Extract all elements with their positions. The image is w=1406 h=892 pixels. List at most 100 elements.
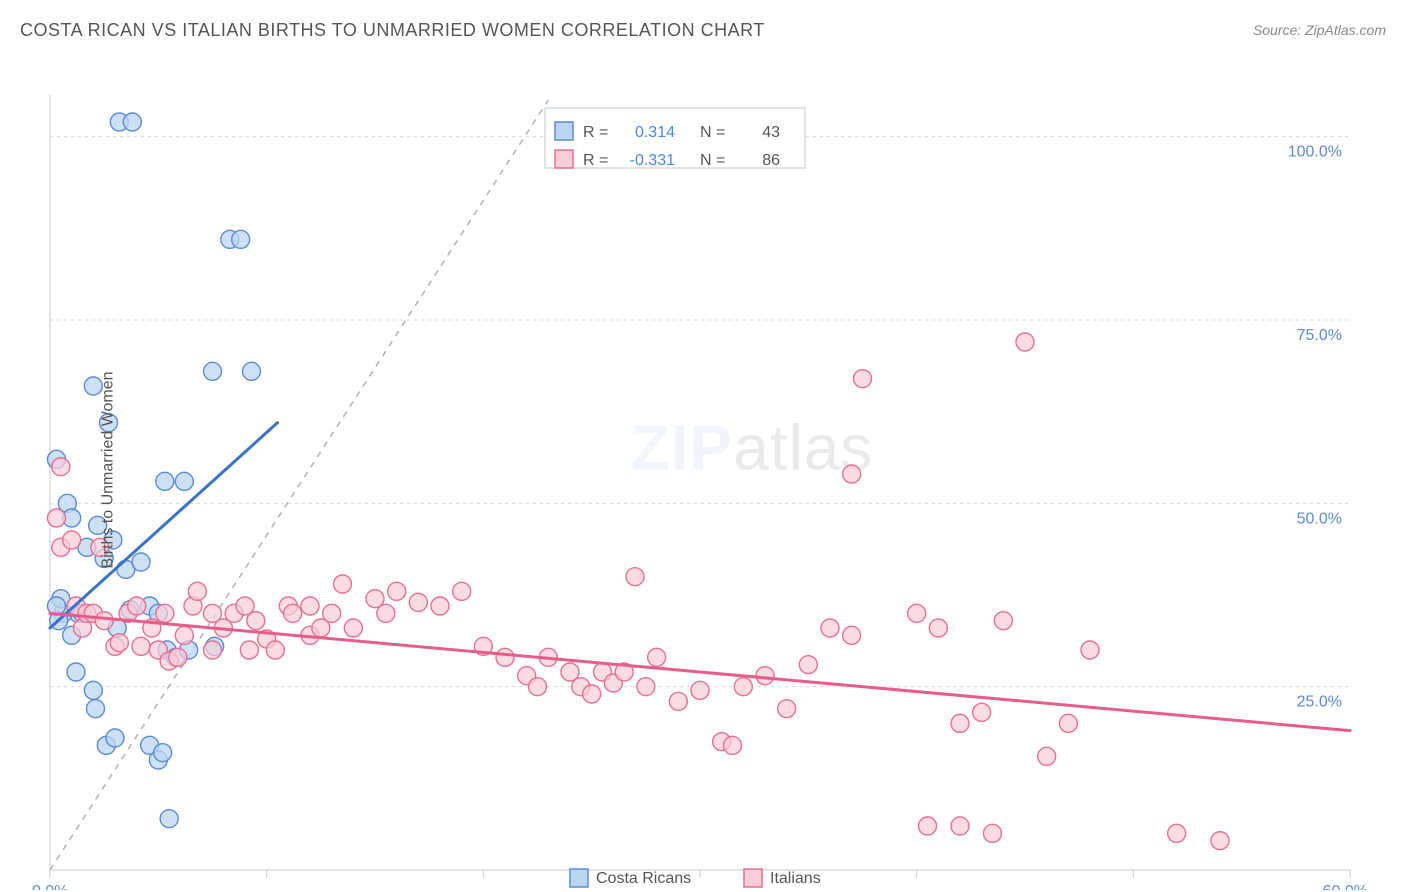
data-point [84,681,102,699]
data-point [756,667,774,685]
data-point [637,678,655,696]
trend-line [50,613,1350,730]
data-point [154,744,172,762]
data-point [106,729,124,747]
data-point [128,597,146,615]
series-legend-swatch [744,869,762,887]
data-point [648,648,666,666]
data-point [266,641,284,659]
data-point [919,817,937,835]
legend-r-label: R = [583,124,608,141]
data-point [843,465,861,483]
data-point [334,575,352,593]
y-tick-label: 100.0% [1288,144,1342,161]
data-point [1211,832,1229,850]
data-point [123,113,141,131]
data-point [496,648,514,666]
data-point [843,626,861,644]
data-point [1081,641,1099,659]
source-value: ZipAtlas.com [1305,22,1386,38]
data-point [1038,747,1056,765]
y-tick-label: 25.0% [1297,694,1342,711]
data-point [431,597,449,615]
data-point [240,641,258,659]
data-point [156,472,174,490]
data-point [409,593,427,611]
data-point [669,692,687,710]
data-point [243,362,261,380]
data-point [799,656,817,674]
data-point [132,553,150,571]
header: COSTA RICAN VS ITALIAN BIRTHS TO UNMARRI… [0,0,1406,50]
data-point [626,568,644,586]
data-point [188,582,206,600]
legend-swatch [555,150,573,168]
data-point [344,619,362,637]
data-point [160,810,178,828]
data-point [854,370,872,388]
data-point [583,685,601,703]
data-point [929,619,947,637]
data-point [724,736,742,754]
data-point [156,604,174,622]
source-attribution: Source: ZipAtlas.com [1253,22,1386,38]
series-legend-swatch [570,869,588,887]
data-point [132,637,150,655]
data-point [247,612,265,630]
data-point [734,678,752,696]
legend-n-label: N = [700,124,725,141]
legend-n-label: N = [700,152,725,169]
data-point [821,619,839,637]
data-point [204,362,222,380]
data-point [691,681,709,699]
data-point [388,582,406,600]
reference-diagonal [50,100,548,870]
data-point [778,700,796,718]
data-point [52,458,70,476]
legend-r-label: R = [583,152,608,169]
data-point [110,634,128,652]
legend-n-value: 86 [762,152,780,169]
series-legend-label: Italians [770,870,821,887]
data-point [95,612,113,630]
data-point [1059,714,1077,732]
legend-n-value: 43 [762,124,780,141]
series-legend-label: Costa Ricans [596,870,691,887]
data-point [951,714,969,732]
data-point [175,626,193,644]
data-point [453,582,471,600]
watermark: ZIPatlas [631,412,874,484]
data-point [301,597,319,615]
source-label: Source: [1253,22,1301,38]
legend-r-value: -0.331 [630,152,675,169]
data-point [284,604,302,622]
data-point [529,678,547,696]
data-point [1016,333,1034,351]
data-point [67,663,85,681]
data-point [377,604,395,622]
data-point [232,230,250,248]
data-point [87,700,105,718]
chart-area: Births to Unmarried Women 25.0% 50.0% 75.0… [0,50,1406,890]
y-tick-label: 50.0% [1297,510,1342,527]
data-point [204,641,222,659]
data-point [48,509,66,527]
data-point [63,531,81,549]
data-point [908,604,926,622]
data-point [994,612,1012,630]
data-point [175,472,193,490]
x-tick-label: 0.0% [32,883,68,890]
data-point [951,817,969,835]
y-axis-label: Births to Unmarried Women [100,371,118,568]
chart-title: COSTA RICAN VS ITALIAN BIRTHS TO UNMARRI… [20,20,765,41]
legend-swatch [555,122,573,140]
scatter-chart: 25.0% 50.0% 75.0% 100.0% 0.0% 60.0% ZIPatlas R … [0,50,1406,890]
data-point [984,824,1002,842]
legend-r-value: 0.314 [635,124,675,141]
data-point [323,604,341,622]
y-tick-label: 75.0% [1297,327,1342,344]
data-point [1168,824,1186,842]
x-tick-label: 60.0% [1323,883,1368,890]
data-point [169,648,187,666]
data-point [973,703,991,721]
